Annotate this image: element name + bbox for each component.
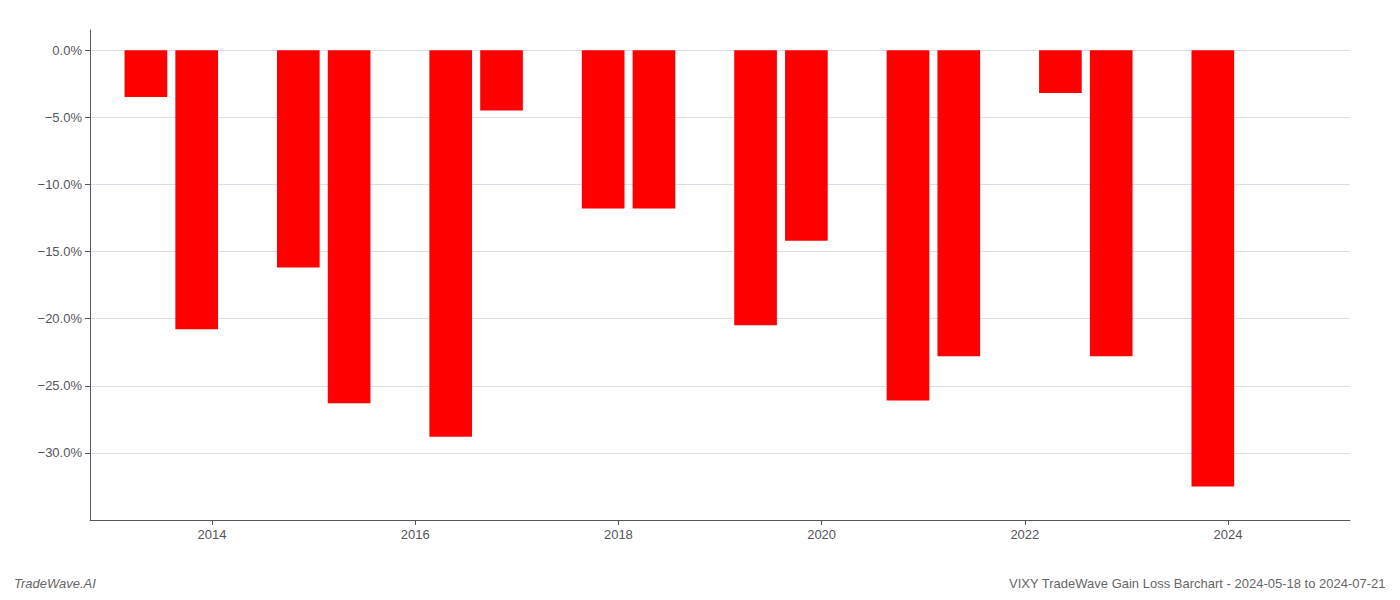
svg-text:2018: 2018 xyxy=(604,527,633,542)
svg-text:−10.0%: −10.0% xyxy=(38,177,83,192)
svg-text:2020: 2020 xyxy=(807,527,836,542)
svg-text:2024: 2024 xyxy=(1214,527,1243,542)
svg-text:2022: 2022 xyxy=(1010,527,1039,542)
svg-text:TradeWave.AI: TradeWave.AI xyxy=(14,576,96,591)
svg-text:−5.0%: −5.0% xyxy=(45,110,83,125)
svg-text:0.0%: 0.0% xyxy=(52,43,82,58)
svg-text:−15.0%: −15.0% xyxy=(38,244,83,259)
svg-text:−20.0%: −20.0% xyxy=(38,311,83,326)
svg-text:2016: 2016 xyxy=(401,527,430,542)
svg-text:2014: 2014 xyxy=(197,527,226,542)
svg-text:VIXY TradeWave Gain Loss Barch: VIXY TradeWave Gain Loss Barchart - 2024… xyxy=(1009,576,1386,591)
svg-text:−30.0%: −30.0% xyxy=(38,445,83,460)
svg-text:−25.0%: −25.0% xyxy=(38,378,83,393)
